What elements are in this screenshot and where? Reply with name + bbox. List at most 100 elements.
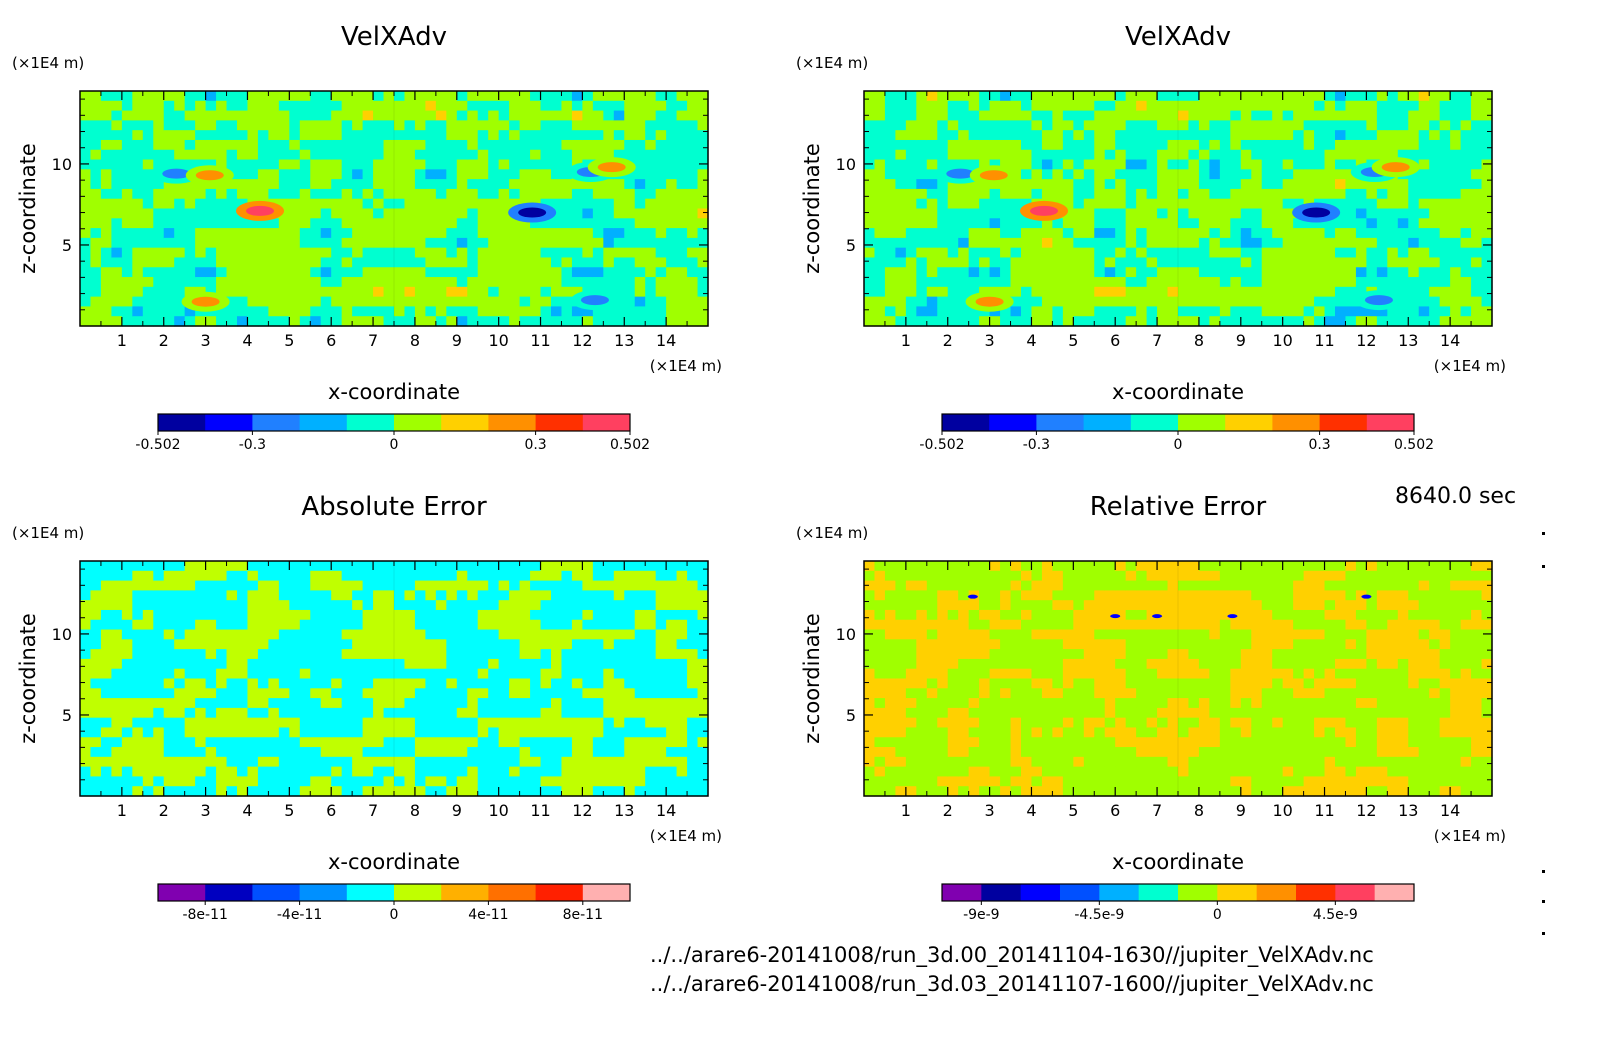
field-cell [1083, 247, 1095, 259]
field-cell [237, 277, 249, 288]
field-cell [905, 267, 917, 278]
field-cell [90, 139, 102, 151]
field-cell [1104, 149, 1116, 161]
field-cell [968, 247, 980, 259]
field-cell [895, 130, 907, 141]
field-cell [592, 600, 604, 611]
field-cell [394, 169, 406, 180]
field-cell [289, 717, 301, 729]
x-tick-label: 1 [117, 331, 127, 350]
field-cell [895, 100, 907, 112]
field-cell [477, 698, 489, 709]
field-cell [90, 228, 102, 239]
field-cell [561, 561, 573, 572]
field-cell [362, 698, 374, 709]
field-cell [613, 747, 625, 758]
field-cell [226, 747, 238, 758]
field-cell [331, 776, 343, 787]
field-cell [195, 267, 207, 278]
field-cell [916, 688, 928, 699]
field-cell [205, 600, 217, 611]
field-cell [1073, 130, 1085, 141]
field-cell [926, 766, 938, 778]
field-cell [1272, 208, 1284, 219]
field-cell [1335, 110, 1347, 121]
field-cell [676, 786, 688, 797]
field-cell [905, 639, 917, 650]
field-cell [1000, 149, 1012, 161]
field-cell [383, 139, 395, 151]
field-cell [1303, 179, 1315, 190]
field-cell [1062, 91, 1074, 102]
field-cell [299, 237, 311, 249]
field-cell [1387, 228, 1399, 239]
field-cell [100, 179, 112, 190]
field-cell [404, 698, 416, 709]
field-cell [1010, 159, 1022, 170]
field-cell [184, 737, 196, 748]
field-cell [1355, 286, 1367, 298]
field-cell [551, 629, 563, 640]
field-cell [153, 668, 165, 680]
field-cell [320, 766, 332, 778]
field-cell [1094, 91, 1106, 102]
field-cell [1104, 110, 1116, 121]
field-cell [1094, 169, 1106, 180]
field-cell [1178, 169, 1190, 180]
field-cell [456, 130, 468, 141]
field-cell [373, 776, 385, 787]
field-cell [540, 188, 552, 200]
field-cell [383, 756, 395, 768]
field-cell [278, 198, 290, 210]
field-cell [1073, 247, 1085, 259]
colorbar-tick-label: 0.3 [1308, 437, 1330, 453]
field-cell [655, 776, 667, 787]
field-cell [1219, 188, 1231, 200]
field-cell [132, 649, 144, 660]
field-cell [1104, 296, 1116, 308]
field-cell [1345, 277, 1357, 288]
field-cell [467, 306, 479, 317]
field-cell [603, 218, 615, 229]
field-cell [153, 149, 165, 161]
field-cell [1062, 316, 1074, 327]
field-cell [1471, 159, 1483, 170]
field-cell [80, 639, 92, 650]
field-cell [111, 139, 123, 151]
field-cell [216, 600, 228, 611]
field-cell [582, 100, 594, 112]
field-cell [540, 179, 552, 190]
field-cell [100, 159, 112, 170]
field-cell [174, 756, 186, 768]
field-cell [551, 100, 563, 112]
field-cell [1408, 179, 1420, 190]
field-cell [1157, 179, 1169, 190]
field-cell [571, 188, 583, 200]
field-cell [184, 766, 196, 778]
field-cell [362, 110, 374, 121]
field-cell [237, 286, 249, 298]
field-cell [1041, 149, 1053, 161]
field-cell [1104, 188, 1116, 200]
field-cell [394, 668, 406, 680]
field-cell [1198, 130, 1210, 141]
field-cell [425, 561, 437, 572]
field-cell [1261, 188, 1273, 200]
field-cell [299, 247, 311, 259]
field-cell [90, 776, 102, 787]
field-cell [132, 306, 144, 317]
field-cell [958, 717, 970, 729]
field-cell [1272, 139, 1284, 151]
field-cell [1188, 228, 1200, 239]
field-cell [666, 649, 678, 660]
field-cell [519, 296, 531, 308]
field-cell [958, 188, 970, 200]
field-cell [184, 316, 196, 327]
field-cell [1366, 188, 1378, 200]
field-cell [1041, 130, 1053, 141]
field-cell [153, 159, 165, 170]
field-cell [467, 727, 479, 738]
field-cell [1355, 306, 1367, 317]
field-cell [1000, 100, 1012, 112]
field-cell [530, 91, 542, 102]
